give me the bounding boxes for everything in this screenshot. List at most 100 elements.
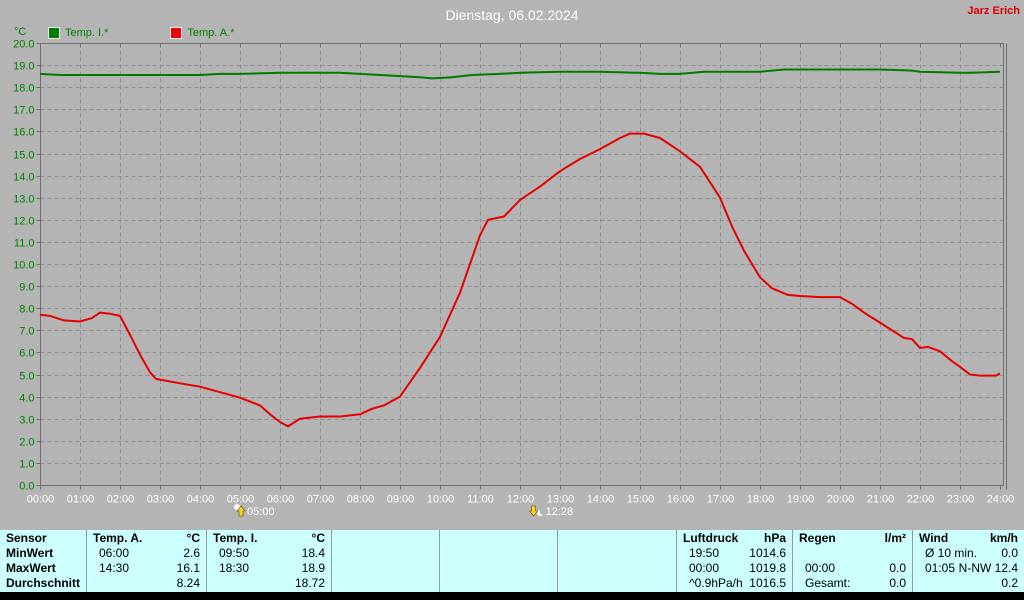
x-axis-label: 02:00 <box>107 494 135 506</box>
stats-group-unit <box>551 531 557 546</box>
stats-value-row <box>332 576 439 591</box>
x-axis-label: 06:00 <box>267 494 295 506</box>
stats-cell-value: 0.2 <box>1001 576 1018 590</box>
stats-value-row: 00:00 1019.8 <box>677 561 792 576</box>
y-axis-label: 20.0 <box>13 39 34 51</box>
stats-group-name: Temp. A. <box>93 531 143 545</box>
x-axis-label: 19:00 <box>787 494 815 506</box>
stats-row-label: MaxWert <box>6 561 56 575</box>
stats-cell-value: N-NW 12.4 <box>958 561 1018 575</box>
y-axis-label: 8.0 <box>19 304 34 316</box>
x-axis-label: 12:00 <box>507 494 535 506</box>
stats-value-row: Gesamt: 0.0 <box>793 576 912 591</box>
legend-label-temp-a: Temp. A.* <box>187 27 235 39</box>
stats-value-row: 14:30 16.1 <box>87 561 206 576</box>
x-axis-label: 00:00 <box>27 494 55 506</box>
y-axis-label: 1.0 <box>19 459 34 471</box>
stats-group-header: Regen l/m² <box>793 531 912 546</box>
stats-cell-time: 09:50 <box>219 546 250 560</box>
stats-cell-time <box>87 576 99 591</box>
stats-group-header: Temp. I. °C <box>207 531 331 546</box>
x-axis-label: 10:00 <box>427 494 455 506</box>
chart-legend: Temp. I.* Temp. A.* <box>48 27 234 39</box>
stats-group-luftdruck: Luftdruck hPa 19:50 1014.6 00:00 1019.8 ^0.9hP… <box>677 530 793 592</box>
station-owner-label: Jarz Erich <box>967 5 1020 17</box>
x-axis-label: 03:00 <box>147 494 175 506</box>
stats-group-name <box>440 531 446 546</box>
y-axis-label: 12.0 <box>13 216 34 228</box>
y-axis-label: 6.0 <box>19 348 34 360</box>
y-axis-label: 3.0 <box>19 415 34 427</box>
stats-row-labels: Sensor MinWert MaxWert Durchschnitt <box>0 530 87 592</box>
stats-cell-value: 18.9 <box>301 561 325 575</box>
stats-value-row: 06:00 2.6 <box>87 546 206 561</box>
stats-cell-time: ^0.9hPa/h <box>689 576 743 590</box>
legend-item-temp-a: Temp. A.* <box>170 27 234 39</box>
stats-cell-value: 18.4 <box>301 546 325 560</box>
moon-down-icon <box>528 505 545 517</box>
stats-value-row: 00:00 0.0 <box>793 561 912 576</box>
stats-group-unit <box>670 531 676 546</box>
stats-value-row: 8.24 <box>87 576 206 591</box>
stats-group-header <box>558 531 676 546</box>
sun-up-icon <box>233 503 246 517</box>
x-axis-label: 22:00 <box>907 494 935 506</box>
y-axis-label: 9.0 <box>19 282 34 294</box>
stats-cell-value <box>433 576 439 591</box>
stats-cell-time <box>793 546 805 561</box>
stats-cell-time: 14:30 <box>99 561 130 575</box>
stats-group-empty-2 <box>332 530 440 592</box>
stats-value-row <box>440 546 557 561</box>
stats-group-name <box>558 531 564 546</box>
stats-cell-value <box>551 576 557 591</box>
stats-cell-time: 18:30 <box>219 561 250 575</box>
stats-cell-time: 01:05 <box>925 561 956 575</box>
stats-group-header <box>440 531 557 546</box>
stats-cell-value <box>551 561 557 576</box>
stats-cell-time <box>207 576 219 591</box>
stats-value-row: Ø 10 min. 0.0 <box>913 546 1024 561</box>
stats-cell-value <box>670 576 676 591</box>
stats-cell-time <box>440 561 452 576</box>
stats-group-name: Luftdruck <box>683 531 739 545</box>
x-axis-label: 11:00 <box>467 494 494 506</box>
stats-row-label: MinWert <box>6 546 54 560</box>
series-line-temp-i <box>39 68 1001 80</box>
stats-cell-value: 1019.8 <box>749 561 786 575</box>
stats-group-name: Regen <box>799 531 836 545</box>
stats-cell-value <box>670 561 676 576</box>
series-line-temp-a <box>39 132 1001 428</box>
y-axis-label: 16.0 <box>13 127 34 139</box>
stats-cell-value: 0.0 <box>889 576 906 590</box>
stats-value-row <box>558 546 676 561</box>
stats-cell-value: 0.0 <box>1001 546 1018 560</box>
stats-cell-value <box>433 546 439 561</box>
x-axis-label: 16:00 <box>667 494 695 506</box>
stats-cell-time <box>440 576 452 591</box>
x-axis-label: 13:00 <box>547 494 575 506</box>
chart-date-title: Dienstag, 06.02.2024 <box>445 7 579 23</box>
plot-border <box>40 43 1004 486</box>
bottom-bar <box>0 592 1024 600</box>
x-axis-label: 09:00 <box>387 494 415 506</box>
stats-cell-time: 19:50 <box>689 546 720 560</box>
time-marker: 12:28 <box>528 505 573 518</box>
y-axis-label: 2.0 <box>19 437 34 449</box>
stats-group-unit: °C <box>311 531 325 545</box>
stats-cell-time <box>913 576 925 591</box>
y-axis-label: 0.0 <box>19 481 34 493</box>
y-axis-label: 17.0 <box>13 105 34 117</box>
stats-value-row: 18:30 18.9 <box>207 561 331 576</box>
stats-value-row <box>440 561 557 576</box>
y-axis-label: 14.0 <box>13 172 34 184</box>
stats-value-row <box>793 546 912 561</box>
x-axis-label: 14:00 <box>587 494 615 506</box>
y-axis-unit-label: °C <box>14 26 27 38</box>
y-axis-label: 19.0 <box>13 61 34 73</box>
stats-row-label: Sensor <box>6 531 47 545</box>
stats-cell-time <box>332 561 344 576</box>
plot-area: 0.0 1.0 2.0 3.0 4.0 5.0 6.0 7.0 8.0 9.0 10.0 11.0 12… <box>13 39 1014 506</box>
stats-cell-time <box>332 546 344 561</box>
stats-cell-value: 8.24 <box>176 576 200 590</box>
temp-a-swatch-icon <box>170 27 183 39</box>
